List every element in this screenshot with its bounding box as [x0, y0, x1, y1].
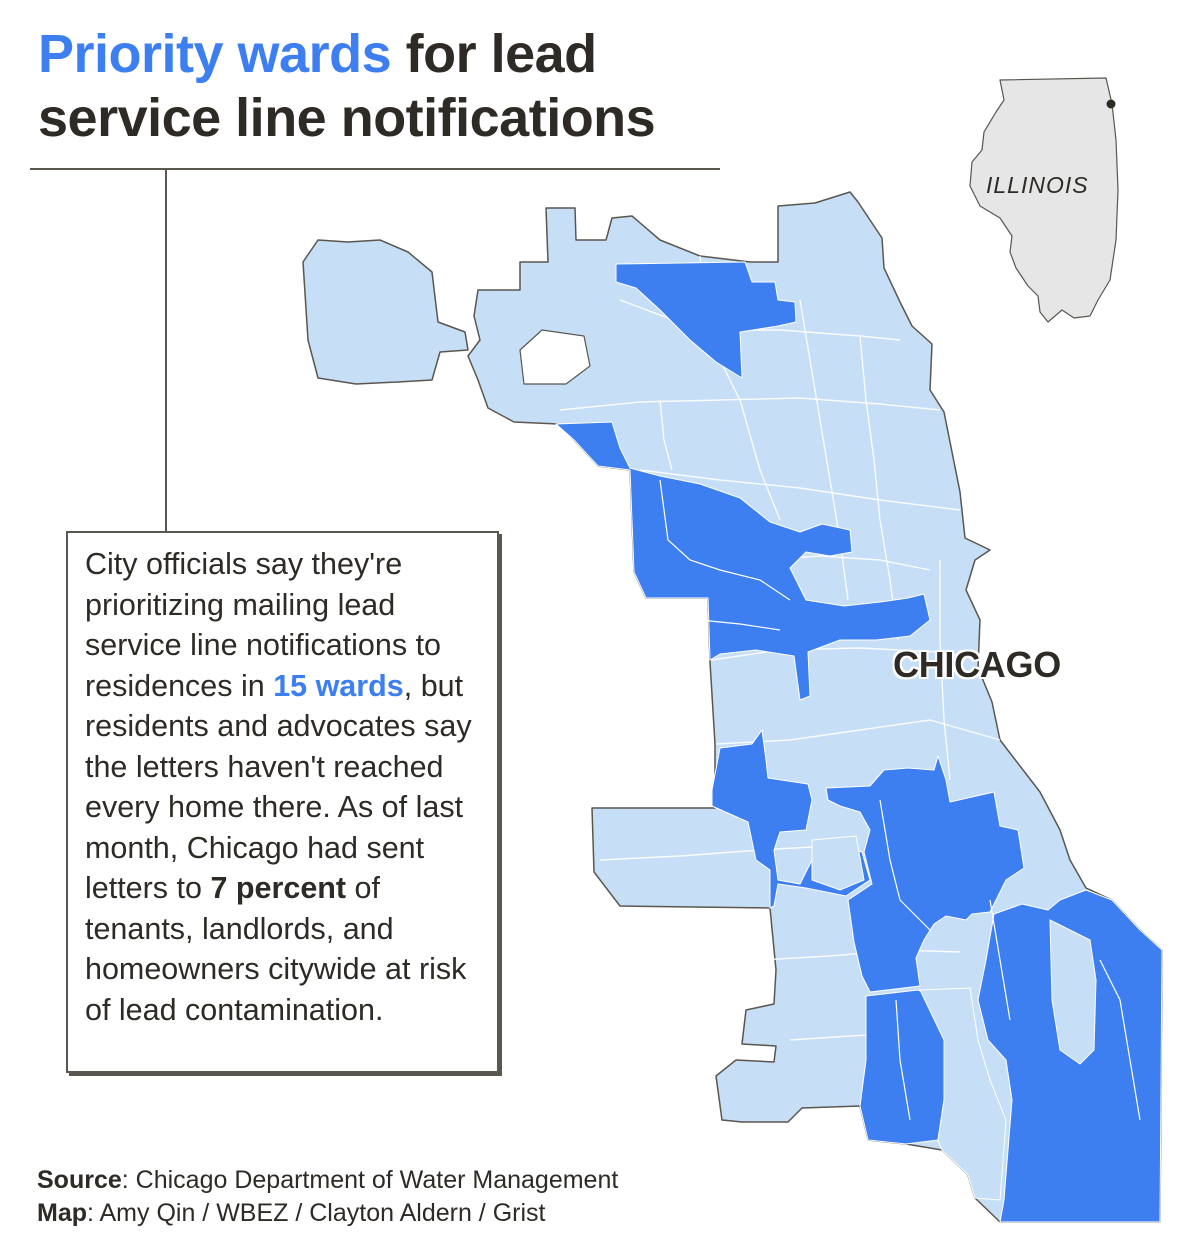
priority-ward-boundaries — [659, 479, 1141, 1121]
map-title: Priority wards for lead service line not… — [38, 22, 656, 150]
chicago-label: CHICAGO — [893, 644, 1061, 685]
map-credit-label: Map — [37, 1199, 87, 1227]
callout-box: City officials say they're prioritizing … — [66, 531, 499, 1073]
map-credit-text: : Amy Qin / WBEZ / Clayton Aldern / Gris… — [87, 1199, 546, 1227]
priority-wards — [555, 261, 1163, 1223]
priority-ward-north — [615, 261, 797, 379]
callout-text-1: City officials say they're prioritizing … — [85, 547, 442, 703]
chicago-location-dot — [1106, 99, 1116, 109]
source-label: Source — [37, 1166, 122, 1194]
callout-highlight-wards: 15 wards — [273, 668, 404, 703]
non-priority-inner-wards — [811, 835, 1097, 1201]
map-credit-line: Map: Amy Qin / WBEZ / Clayton Aldern / G… — [37, 1197, 618, 1230]
credits: Source: Chicago Department of Water Mana… — [37, 1164, 618, 1230]
callout-text-3: of tenants, landlords, and homeowners ci… — [85, 871, 467, 1027]
title-line2: service line notifications — [38, 88, 656, 148]
title-line1-rest: for lead — [391, 24, 598, 84]
illinois-label: ILLINOIS — [986, 172, 1089, 198]
source-text: : Chicago Department of Water Management — [121, 1166, 619, 1194]
priority-ward-south-central — [825, 755, 1025, 993]
title-highlight: Priority wards — [38, 24, 392, 84]
city-cutout — [519, 329, 591, 385]
title-rule — [30, 168, 720, 170]
priority-ward-northwest-band — [555, 421, 931, 701]
callout-bold-percent: 7 percent — [210, 871, 347, 905]
callout-connector-line — [165, 169, 167, 531]
illinois-inset-state — [969, 77, 1119, 323]
callout-text-2: , but residents and advocates say the le… — [85, 668, 472, 906]
source-line: Source: Chicago Department of Water Mana… — [37, 1164, 618, 1197]
